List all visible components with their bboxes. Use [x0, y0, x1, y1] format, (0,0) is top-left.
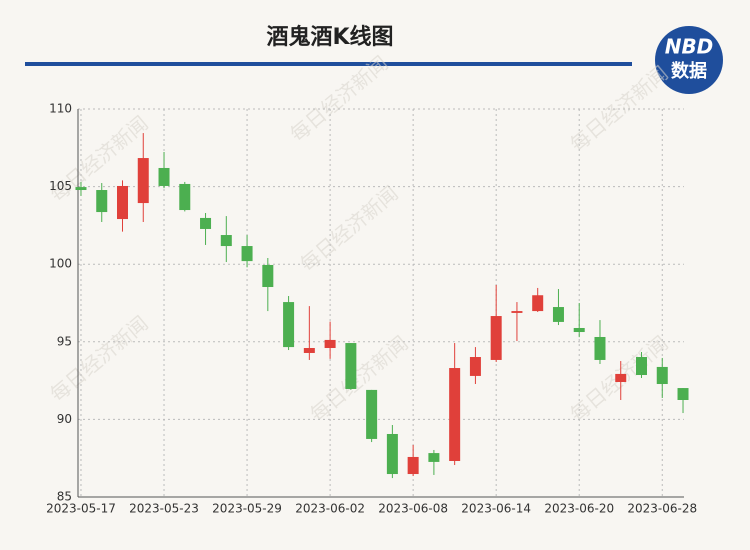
candle-body — [615, 373, 627, 382]
logo — [655, 26, 723, 94]
watermark: 每日经济新闻 — [305, 331, 412, 427]
y-tick-label: 110 — [49, 102, 72, 116]
candle-body — [469, 357, 481, 376]
candle-body — [449, 368, 461, 461]
candle-body — [345, 343, 357, 389]
x-tick-label: 2023-06-14 — [461, 502, 531, 516]
candle-body — [636, 357, 647, 376]
title-underline — [25, 62, 632, 66]
candles — [75, 133, 689, 479]
candle-body — [200, 217, 212, 229]
candle-body — [241, 246, 253, 262]
watermark: 每日经济新闻 — [295, 181, 402, 277]
candle-body — [283, 302, 295, 348]
x-tick-label: 2023-06-02 — [295, 502, 365, 516]
candle-body — [179, 183, 191, 211]
x-tick-label: 2023-05-29 — [212, 502, 282, 516]
candle-body — [407, 456, 419, 475]
logo-subtitle: 数据 — [671, 60, 707, 82]
candle-body — [552, 307, 564, 322]
candle-body — [490, 316, 502, 360]
candle-body — [532, 295, 544, 312]
candle-body — [262, 264, 274, 288]
grid: 85 90 95 100 105 110 2023-05-17 2023-05-23 2023-… — [46, 102, 697, 516]
y-tick-label: 95 — [57, 334, 72, 348]
logo-name: NBD — [665, 35, 714, 59]
x-tick-label: 2023-05-23 — [129, 502, 199, 516]
y-tick-label: 85 — [57, 490, 72, 504]
x-tick-label: 2023-06-08 — [378, 502, 448, 516]
candle-body — [366, 389, 378, 439]
candle-body — [137, 158, 149, 204]
x-tick-label: 2023-05-17 — [46, 502, 116, 516]
candle-body — [573, 327, 585, 333]
candle-body — [594, 336, 606, 360]
candle-body — [117, 185, 128, 220]
candle-body — [96, 190, 108, 213]
y-tick-label: 105 — [49, 179, 72, 193]
candle-body — [220, 235, 232, 247]
candle-body — [677, 388, 689, 400]
x-tick-label: 2023-06-28 — [627, 502, 697, 516]
candle-body — [303, 348, 315, 353]
candle-body — [386, 433, 398, 475]
candle-body — [656, 366, 668, 385]
watermark: 每日经济新闻 — [45, 311, 152, 407]
chart-title: 酒鬼酒K线图 — [266, 24, 393, 50]
candle-body — [75, 187, 87, 191]
candle-body — [511, 311, 523, 313]
candle-body — [428, 453, 440, 462]
x-tick-label: 2023-06-20 — [544, 502, 614, 516]
candle-body — [158, 167, 170, 186]
candle-body — [324, 339, 336, 349]
y-tick-label: 90 — [57, 412, 72, 426]
y-tick-label: 100 — [49, 257, 72, 271]
